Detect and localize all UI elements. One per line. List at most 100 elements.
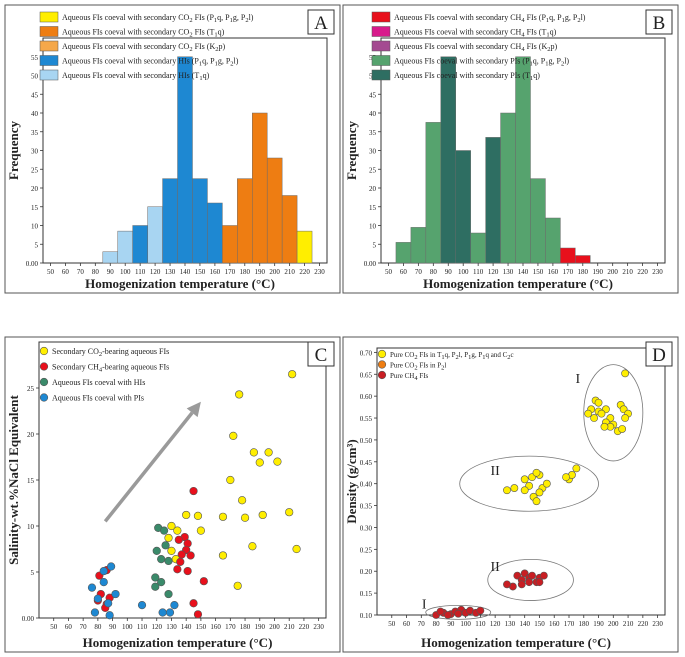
bar-b-s0-90 [440,56,456,264]
y-tick-label: 5 [31,569,35,577]
plot-area [376,347,666,616]
bar-b-s1-150 [530,178,546,264]
bar-a-s3-180 [237,178,253,264]
point-c-s3-5 [93,594,102,603]
x-tick-label: 200 [608,620,619,628]
x-tick-label: 190 [255,623,266,631]
bar-a-s1-150 [192,178,208,264]
point-d-s0-8 [597,409,606,418]
x-tick-label: 190 [593,620,604,628]
point-c-s0-0 [235,390,244,399]
point-d-s0-27 [532,497,541,506]
point-c-s2-3 [152,546,161,555]
x-tick-label: 190 [254,268,265,276]
x-tick-label: 180 [240,268,251,276]
x-tick-label: 210 [284,268,295,276]
cluster-ellipse-0 [583,364,644,462]
x-tick-label: 210 [623,620,634,628]
legend-swatch [371,11,391,23]
point-c-s1-8 [183,566,192,576]
y-tick-label: 0.55 [360,415,373,423]
point-c-s2-1 [160,526,169,535]
point-c-s3-9 [170,601,179,610]
y-tick-label: 40 [31,110,39,118]
point-c-s1-7 [186,551,195,560]
legend-swatch [371,69,391,81]
legend-label: Aqueous FIs coeval with secondary CO2 FI… [62,13,254,24]
legend-swatch [39,55,59,66]
y-tick-label: 20 [31,185,39,193]
point-d-s2-24 [436,607,445,616]
cluster-label-2: II [490,560,500,575]
point-c-s0-16 [193,511,203,520]
legend-label: Aqueous FIs coeval with secondary HIs (P… [62,57,239,68]
x-tick-label: 140 [518,268,529,276]
y-tick-label: 5 [35,241,39,249]
y-tick-label: 0.20 [360,568,373,576]
x-tick-label: 230 [314,268,325,276]
y-tick-label: 0.30 [360,524,373,532]
point-c-s3-2 [99,578,108,587]
legend-label: Pure CO2 FIs in T1q, P2l, P1g, P1q and C… [390,351,514,361]
y-tick-label: 20 [369,185,377,193]
bar-b-s1-80 [425,122,442,264]
point-c-s1-12 [193,610,203,619]
x-tick-label: 60 [62,268,70,276]
point-c-s3-3 [87,583,97,592]
point-d-s0-19 [600,422,609,431]
x-tick-label: 80 [433,620,441,628]
panel-d: 0.10 0.15 0.20 0.25 0.30 0.35 0.40 0.45 0.50 0.55… [342,336,679,653]
x-tick-label: 210 [622,268,633,276]
panel-letter-box [307,341,335,367]
y-tick-label: 0.65 [360,371,373,379]
y-tick-label: 45 [369,91,377,99]
x-tick-label: 180 [579,620,590,628]
x-tick-label: 90 [107,268,115,276]
x-axis-label: Homogenization temperature (°C) [85,276,275,291]
bar-a-s1-110 [132,225,148,264]
x-tick-label: 100 [122,623,133,631]
x-tick-label: 130 [505,620,516,628]
x-tick-label: 230 [652,268,663,276]
legend-label: Aqueous FIs coeval with HIs [52,378,145,387]
x-tick-label: 60 [400,268,408,276]
point-d-s0-15 [621,414,630,422]
panel-c: 0.00 5 10 15 20 25 50 60 70 80 90 100 110 120 130 140 15… [4,336,341,653]
x-tick-label: 60 [65,623,73,631]
legend-marker [377,360,387,369]
x-tick-label: 190 [592,268,603,276]
x-tick-label: 70 [77,268,85,276]
x-tick-label: 150 [195,268,206,276]
x-tick-label: 110 [135,268,146,276]
y-tick-label: 20 [27,431,35,439]
y-tick-label: 10 [27,523,35,531]
legend-label: Aqueous FIs coeval with secondary CO2 FI… [62,28,225,39]
point-c-s0-14 [218,512,228,521]
panel-letter: D [652,345,666,366]
x-tick-label: 220 [638,620,649,628]
y-tick-label: 5 [373,241,377,249]
legend-label: Aqueous FIs coeval with secondary PIs (T… [394,71,540,82]
point-c-s2-6 [151,573,160,582]
point-d-s2-11 [503,580,511,589]
panel-letter-box [645,341,673,367]
bar-b-s4-170 [560,247,576,264]
point-c-s0-21 [167,546,176,555]
point-c-s1-3 [174,535,183,544]
trend-arrow-shaft [103,411,194,523]
bar-b-s1-140 [515,56,531,264]
x-axis-label: Homogenization temperature (°C) [83,635,273,650]
point-d-s0-23 [532,468,541,477]
legend-marker [377,370,387,380]
point-c-s3-4 [111,589,120,599]
y-tick-label: 0.60 [360,393,373,401]
point-c-s1-6 [176,557,185,566]
point-c-s0-11 [285,508,294,517]
legend-marker [39,393,49,402]
legend-label: Pure CO2 FIs in P2l [390,362,446,372]
point-c-s3-7 [137,601,147,610]
legend-label: Aqueous FIs coeval with secondary CH4 FI… [394,13,586,24]
trend-arrow-head [186,401,201,418]
x-tick-label: 130 [166,623,177,631]
bar-a-s1-130 [162,178,178,264]
